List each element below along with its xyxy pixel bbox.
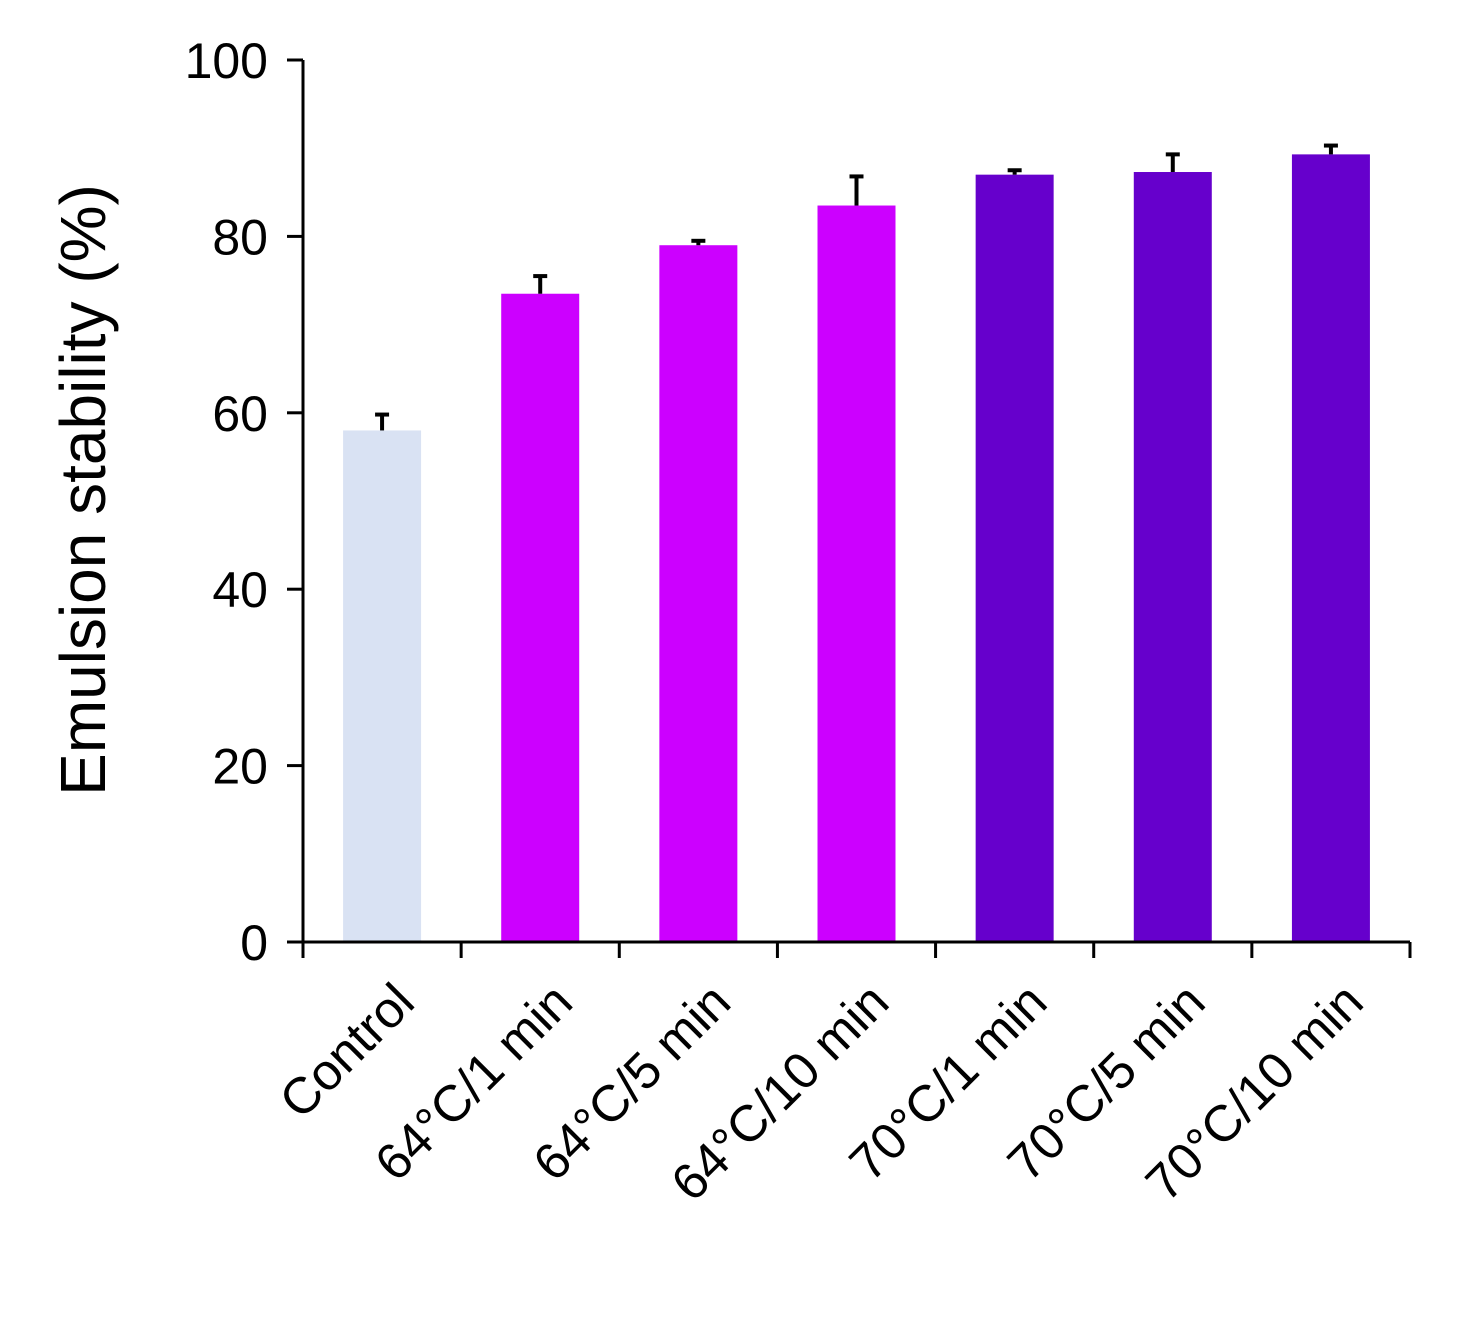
category-label-0: Control <box>268 972 425 1129</box>
bar-6 <box>1291 154 1370 942</box>
bar-1 <box>501 293 580 943</box>
y-tick-label-1: 20 <box>212 739 268 795</box>
bar-5 <box>1133 172 1212 942</box>
y-tick-label-3: 60 <box>212 386 268 442</box>
y-tick-label-0: 0 <box>240 915 268 971</box>
y-tick-label-5: 100 <box>185 33 268 89</box>
bar-0 <box>343 430 422 942</box>
bar-4 <box>975 174 1054 942</box>
y-tick-label-4: 80 <box>212 209 268 265</box>
y-axis-title: Emulsion stability (%) <box>47 184 119 796</box>
y-tick-label-2: 40 <box>212 562 268 618</box>
bar-3 <box>817 205 896 942</box>
bar-2 <box>659 245 738 943</box>
